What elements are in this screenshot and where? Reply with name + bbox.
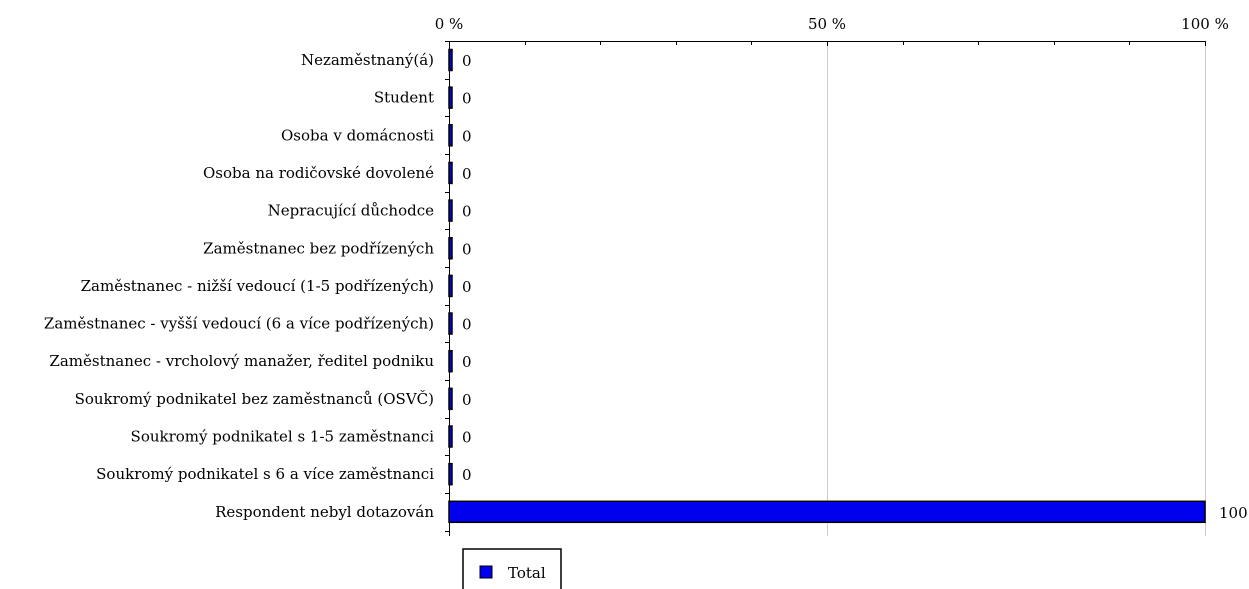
category-label-9: Soukromý podnikatel bez zaměstnanců (OSV… <box>75 390 434 408</box>
category-label-7: Zaměstnanec - vyšší vedoucí (6 a více po… <box>44 315 434 333</box>
category-label-3: Osoba na rodičovské dovolené <box>203 164 434 182</box>
bar-3 <box>448 161 453 185</box>
legend-label-total: Total <box>508 564 546 582</box>
bar-5 <box>448 237 453 260</box>
bar-10 <box>448 425 453 448</box>
data-label-8: 0 <box>462 353 472 371</box>
bar-6 <box>448 274 453 298</box>
bar-4 <box>448 199 453 222</box>
bar-2 <box>448 124 453 147</box>
category-labels: Nezaměstnaný(á) Student Osoba v domácnosti… <box>44 51 434 521</box>
bar-8 <box>448 349 453 373</box>
category-label-5: Zaměstnanec bez podřízených <box>203 239 434 257</box>
bar-11 <box>448 462 453 486</box>
data-label-9: 0 <box>462 391 472 409</box>
legend-box <box>462 548 562 589</box>
category-label-11: Soukromý podnikatel s 6 a více zaměstnan… <box>96 465 434 483</box>
bar-1 <box>448 86 453 109</box>
bars <box>448 48 1206 524</box>
data-label-12: 100 <box>1219 504 1248 522</box>
x-axis: 0 % 50 % 100 % <box>435 15 1229 536</box>
data-labels: 0 0 0 0 0 0 0 0 0 0 0 0 100 <box>462 52 1248 522</box>
bar-7 <box>448 312 453 335</box>
data-label-5: 0 <box>462 240 472 258</box>
data-label-2: 0 <box>462 127 472 145</box>
category-label-2: Osoba v domácnosti <box>281 126 434 144</box>
x-tick-label-0: 0 % <box>435 15 464 33</box>
category-label-12: Respondent nebyl dotazován <box>215 503 434 521</box>
data-label-1: 0 <box>462 90 472 108</box>
category-label-10: Soukromý podnikatel s 1-5 zaměstnanci <box>131 428 435 446</box>
bar-12 <box>448 500 1206 524</box>
legend: Total <box>462 548 562 589</box>
category-label-0: Nezaměstnaný(á) <box>301 51 434 69</box>
category-label-6: Zaměstnanec - nižší vedoucí (1-5 podříze… <box>81 277 434 295</box>
legend-swatch-total <box>479 565 493 579</box>
category-label-4: Nepracující důchodce <box>268 202 435 220</box>
x-tick-label-50: 50 % <box>808 15 846 33</box>
data-label-4: 0 <box>462 203 472 221</box>
bar-0 <box>448 48 453 72</box>
data-label-11: 0 <box>462 466 472 484</box>
data-label-6: 0 <box>462 278 472 296</box>
data-label-3: 0 <box>462 165 472 183</box>
bar-9 <box>448 387 453 411</box>
category-label-1: Student <box>374 89 434 107</box>
gridlines <box>827 41 1206 536</box>
category-label-8: Zaměstnanec - vrcholový manažer, ředitel… <box>49 352 434 370</box>
data-label-7: 0 <box>462 316 472 334</box>
x-tick-label-100: 100 % <box>1181 15 1229 33</box>
data-label-10: 0 <box>462 429 472 447</box>
data-label-0: 0 <box>462 52 472 70</box>
